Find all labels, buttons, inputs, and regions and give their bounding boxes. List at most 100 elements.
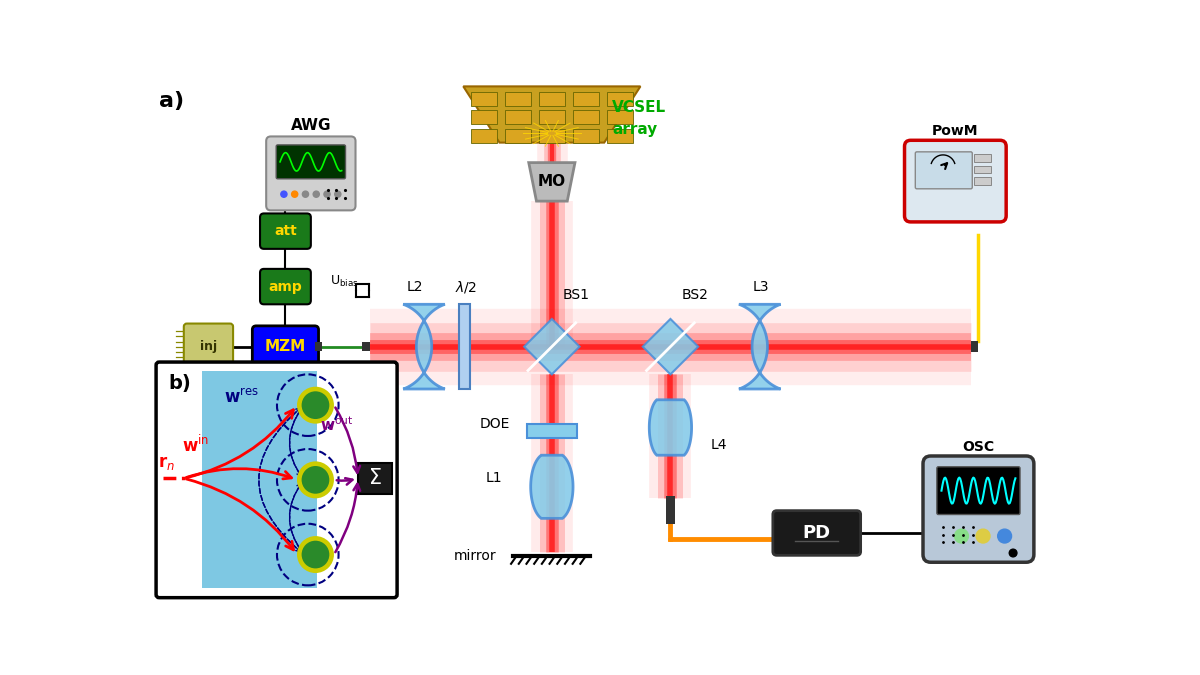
Text: w$^{\mathsf{res}}$: w$^{\mathsf{res}}$: [224, 388, 259, 407]
Bar: [666, 496, 676, 524]
Bar: [974, 178, 991, 185]
Text: OSC: OSC: [962, 441, 995, 454]
FancyBboxPatch shape: [916, 152, 972, 189]
Text: r$_n$: r$_n$: [158, 454, 175, 472]
Text: amp: amp: [269, 279, 302, 294]
Circle shape: [281, 191, 287, 197]
Circle shape: [296, 387, 334, 424]
Circle shape: [292, 191, 298, 197]
Text: array: array: [612, 122, 658, 137]
Text: b): b): [168, 375, 191, 394]
Bar: [460, 304, 470, 389]
FancyBboxPatch shape: [276, 145, 346, 179]
FancyBboxPatch shape: [923, 456, 1034, 562]
Bar: [358, 463, 391, 493]
FancyArrowPatch shape: [289, 408, 302, 478]
Polygon shape: [403, 304, 445, 389]
Circle shape: [997, 529, 1012, 543]
Text: L2: L2: [407, 280, 424, 294]
Bar: [572, 110, 599, 124]
FancyArrowPatch shape: [259, 407, 301, 551]
Bar: [472, 129, 497, 142]
FancyBboxPatch shape: [937, 467, 1020, 514]
FancyBboxPatch shape: [260, 213, 311, 249]
Bar: [505, 129, 532, 142]
Circle shape: [301, 541, 329, 568]
FancyArrowPatch shape: [186, 410, 293, 478]
Circle shape: [296, 462, 334, 498]
FancyArrowPatch shape: [289, 483, 302, 552]
FancyArrowPatch shape: [289, 408, 302, 477]
Bar: [974, 165, 991, 173]
FancyArrowPatch shape: [186, 479, 294, 550]
Bar: [539, 92, 565, 106]
Bar: [505, 92, 532, 106]
Bar: [472, 92, 497, 106]
Text: L3: L3: [754, 280, 769, 294]
FancyArrowPatch shape: [335, 408, 360, 472]
FancyArrowPatch shape: [186, 468, 292, 479]
Text: MZM: MZM: [265, 339, 306, 354]
FancyArrowPatch shape: [289, 482, 302, 551]
Bar: [505, 110, 532, 124]
Text: L4: L4: [710, 438, 727, 452]
Bar: [472, 110, 497, 124]
Text: MO: MO: [538, 174, 566, 190]
Bar: [202, 371, 317, 589]
Text: BS2: BS2: [682, 288, 708, 302]
Polygon shape: [530, 455, 574, 518]
Bar: [572, 92, 599, 106]
Bar: [974, 154, 991, 162]
Bar: [971, 342, 978, 352]
Text: U$_{\mathsf{bias}}$: U$_{\mathsf{bias}}$: [330, 273, 359, 289]
Text: PD: PD: [803, 524, 830, 542]
Polygon shape: [643, 319, 698, 375]
Circle shape: [324, 191, 330, 197]
Text: w$^{\mathsf{out}}$: w$^{\mathsf{out}}$: [319, 415, 353, 434]
Text: mirror: mirror: [454, 549, 497, 563]
FancyBboxPatch shape: [252, 326, 318, 367]
Text: PowM: PowM: [932, 124, 978, 138]
Circle shape: [1009, 549, 1016, 557]
Circle shape: [335, 191, 341, 197]
Bar: [572, 129, 599, 142]
Text: a): a): [160, 91, 185, 111]
FancyArrowPatch shape: [337, 478, 353, 485]
FancyBboxPatch shape: [266, 136, 355, 211]
Polygon shape: [529, 163, 575, 201]
Circle shape: [976, 529, 990, 543]
Bar: [527, 425, 576, 438]
FancyBboxPatch shape: [184, 323, 233, 370]
FancyArrowPatch shape: [335, 484, 360, 552]
Circle shape: [302, 191, 308, 197]
Text: w$^{\mathsf{in}}$: w$^{\mathsf{in}}$: [181, 435, 209, 456]
Circle shape: [301, 392, 329, 419]
Bar: [606, 110, 632, 124]
Text: L1: L1: [485, 471, 502, 485]
Polygon shape: [739, 304, 780, 389]
FancyArrowPatch shape: [259, 408, 301, 553]
Text: BS1: BS1: [563, 288, 590, 302]
Bar: [539, 110, 565, 124]
Text: att: att: [274, 224, 296, 238]
FancyBboxPatch shape: [905, 140, 1006, 222]
Bar: [314, 342, 323, 351]
Circle shape: [313, 191, 319, 197]
Text: AWG: AWG: [290, 118, 331, 134]
Text: $\lambda$/2: $\lambda$/2: [455, 279, 478, 295]
Text: DOE: DOE: [479, 417, 510, 431]
FancyBboxPatch shape: [773, 511, 860, 556]
Polygon shape: [463, 86, 641, 142]
Polygon shape: [649, 400, 691, 455]
Bar: [362, 342, 370, 351]
Circle shape: [954, 529, 968, 543]
Circle shape: [296, 536, 334, 573]
Bar: [539, 129, 565, 142]
Polygon shape: [524, 319, 580, 375]
Circle shape: [301, 466, 329, 493]
Bar: [606, 129, 632, 142]
Bar: [606, 92, 632, 106]
Text: inj: inj: [200, 340, 217, 353]
FancyBboxPatch shape: [156, 362, 397, 597]
Text: $\Sigma$: $\Sigma$: [368, 468, 382, 488]
